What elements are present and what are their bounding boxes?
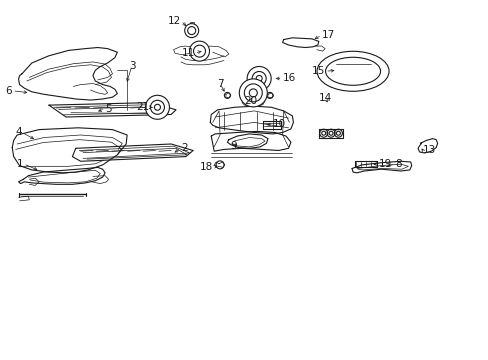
Circle shape	[184, 24, 198, 37]
Text: 6: 6	[5, 86, 12, 96]
Text: 7: 7	[216, 78, 223, 89]
Text: 11: 11	[181, 48, 194, 58]
Text: 15: 15	[311, 66, 325, 76]
Text: 9: 9	[230, 141, 237, 151]
Circle shape	[145, 95, 169, 119]
Text: 1: 1	[17, 159, 23, 169]
Text: 5: 5	[105, 104, 112, 114]
Circle shape	[189, 41, 209, 61]
Text: 3: 3	[128, 60, 135, 71]
Text: 12: 12	[167, 16, 181, 26]
Text: 14: 14	[318, 93, 331, 103]
Text: 20: 20	[244, 96, 256, 106]
Text: 4: 4	[15, 127, 22, 138]
Text: 17: 17	[321, 30, 334, 40]
Text: 13: 13	[422, 145, 435, 156]
Circle shape	[239, 79, 267, 107]
Text: 10: 10	[272, 119, 285, 129]
Text: 18: 18	[199, 162, 212, 172]
Text: 19: 19	[378, 159, 391, 169]
Circle shape	[246, 67, 271, 90]
Text: 21: 21	[136, 102, 149, 112]
Text: 8: 8	[394, 159, 401, 169]
Text: 16: 16	[282, 73, 295, 84]
Text: 2: 2	[181, 143, 187, 153]
